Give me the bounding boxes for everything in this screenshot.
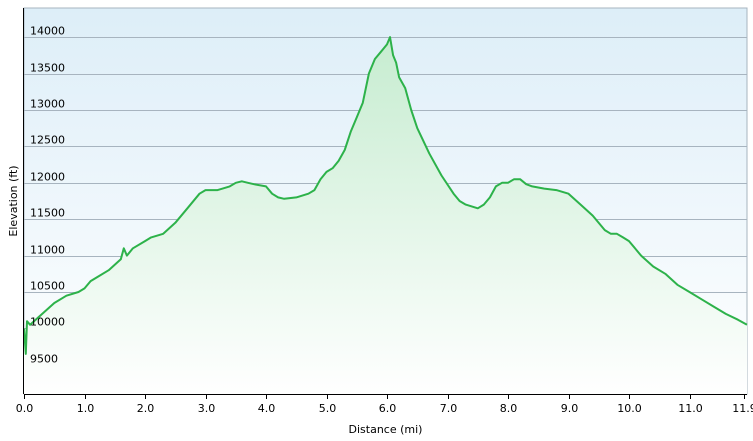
x-axis-tick-labels: 0.0 1.0 2.0 3.0 4.0 5.0 6.0 7.0 8.0 9.0 10.0 11.0 11… — [16, 402, 753, 415]
x-tick-label: 1.0 — [77, 402, 95, 415]
x-tick-label: 11.0 — [678, 402, 703, 415]
x-tick-label: 9.0 — [561, 402, 579, 415]
x-tick-label: 5.0 — [319, 402, 337, 415]
y-tick-label: 11000 — [30, 244, 65, 257]
x-tick-label: 4.0 — [258, 402, 276, 415]
y-tick-label: 12000 — [30, 171, 65, 184]
y-tick-label: 13500 — [30, 62, 65, 75]
x-tick-label: 11.9 — [732, 402, 753, 415]
x-tick-label: 3.0 — [198, 402, 216, 415]
y-axis-tick-labels: 9500 10000 10500 11000 11500 12000 12500 13000 1… — [30, 25, 65, 366]
x-axis-title: Distance (mi) — [349, 423, 423, 436]
x-tick-label: 8.0 — [500, 402, 518, 415]
y-tick-label: 14000 — [30, 25, 65, 38]
x-tick-label: 10.0 — [617, 402, 642, 415]
axes — [23, 8, 747, 399]
x-tick-label: 6.0 — [379, 402, 397, 415]
y-tick-label: 9500 — [30, 353, 58, 366]
x-tick-label: 7.0 — [440, 402, 458, 415]
elevation-area-fill — [24, 37, 747, 394]
y-tick-label: 11500 — [30, 207, 65, 220]
y-axis-title: Elevation (ft) — [7, 165, 20, 236]
elevation-line — [23, 36, 748, 355]
y-tick-label: 10000 — [30, 316, 65, 329]
y-tick-label: 12500 — [30, 134, 65, 147]
x-tick-label: 0.0 — [16, 402, 34, 415]
y-tick-label: 13000 — [30, 98, 65, 111]
y-tick-label: 10500 — [30, 280, 65, 293]
x-tick-label: 2.0 — [137, 402, 155, 415]
